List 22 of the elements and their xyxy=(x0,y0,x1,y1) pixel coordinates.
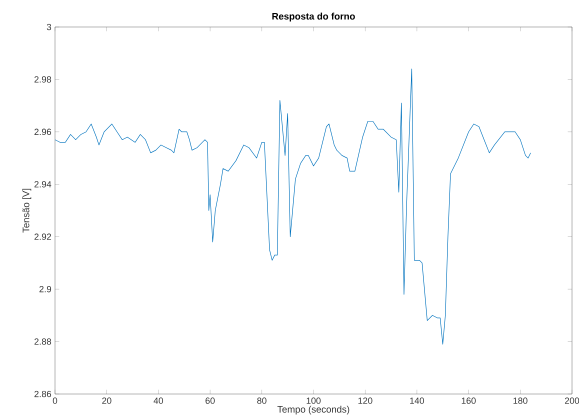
y-tick-label: 2.88 xyxy=(34,338,52,345)
x-tick-label: 160 xyxy=(462,398,476,404)
x-tick-label: 100 xyxy=(306,398,321,404)
y-tick-label: 2.98 xyxy=(34,76,52,83)
y-tick-label: 2.94 xyxy=(34,181,52,188)
x-tick-label: 120 xyxy=(358,398,372,404)
x-tick-label: 80 xyxy=(257,398,266,404)
x-tick-label: 20 xyxy=(102,398,112,404)
x-tick-label: 0 xyxy=(52,398,58,404)
y-tick-label: 2.92 xyxy=(34,234,52,240)
x-tick-label: 40 xyxy=(154,398,164,404)
x-tick-label: 140 xyxy=(410,398,424,404)
y-tick-label: 2.9 xyxy=(39,286,52,292)
chart-title: Resposta do forno xyxy=(272,12,355,22)
y-tick-label: 2.96 xyxy=(34,128,52,136)
x-tick-label: 60 xyxy=(206,398,215,404)
x-axis-title: Tempo (seconds) xyxy=(277,406,350,415)
y-tick-label: 2.86 xyxy=(34,390,52,398)
x-tick-label: 180 xyxy=(514,398,528,404)
y-tick-label: 3 xyxy=(46,24,52,30)
y-axis-title: Tensão [V] xyxy=(22,188,32,233)
x-tick-label: 200 xyxy=(564,398,579,404)
